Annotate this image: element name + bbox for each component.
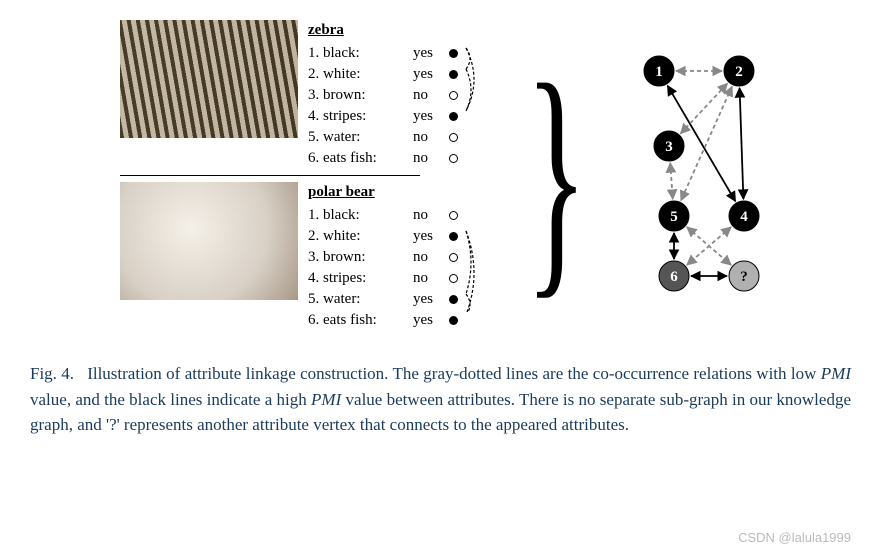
- attribute-row: 1. black:no: [308, 205, 458, 226]
- polar-bear-image: [120, 182, 298, 300]
- svg-text:5: 5: [670, 209, 678, 225]
- attribute-row: 3. brown:no: [308, 85, 458, 106]
- svg-text:3: 3: [665, 139, 673, 155]
- curly-brace: }: [525, 46, 587, 306]
- attribute-row: 6. eats fish:yes: [308, 310, 458, 331]
- dot-empty-icon: [449, 253, 458, 262]
- attribute-row: 4. stripes:yes: [308, 106, 458, 127]
- dot-filled-icon: [449, 112, 458, 121]
- pmi-2: PMI: [311, 390, 341, 409]
- caption-part-1: Illustration of attribute linkage constr…: [87, 364, 821, 383]
- attribute-row: 5. water:no: [308, 127, 458, 148]
- svg-text:?: ?: [740, 269, 748, 285]
- zebra-image: [120, 20, 298, 138]
- svg-text:1: 1: [655, 64, 663, 80]
- dot-empty-icon: [449, 154, 458, 163]
- divider-line: [120, 175, 420, 176]
- attribute-row: 4. stripes:no: [308, 268, 458, 289]
- attribute-row: 2. white:yes: [308, 64, 458, 85]
- attribute-row: 6. eats fish:no: [308, 148, 458, 169]
- dot-empty-icon: [449, 211, 458, 220]
- polar-header: polar bear: [308, 182, 458, 203]
- dot-filled-icon: [449, 49, 458, 58]
- figure-body: zebra 1. black:yes2. white:yes3. brown:n…: [20, 20, 861, 331]
- dot-filled-icon: [449, 316, 458, 325]
- dot-empty-icon: [449, 91, 458, 100]
- svg-text:6: 6: [670, 269, 678, 285]
- zebra-arcs: [464, 20, 494, 150]
- dot-empty-icon: [449, 274, 458, 283]
- attribute-row: 3. brown:no: [308, 247, 458, 268]
- dot-empty-icon: [449, 133, 458, 142]
- zebra-row: zebra 1. black:yes2. white:yes3. brown:n…: [120, 20, 494, 169]
- pmi-1: PMI: [821, 364, 851, 383]
- polar-arcs: [464, 182, 494, 312]
- caption-part-2: value, and the black lines indicate a hi…: [30, 390, 311, 409]
- figure-label: Fig. 4.: [30, 364, 74, 383]
- attribute-row: 2. white:yes: [308, 226, 458, 247]
- dot-filled-icon: [449, 70, 458, 79]
- polar-bear-row: polar bear 1. black:no2. white:yes3. bro…: [120, 182, 494, 331]
- figure-caption: Fig. 4. Illustration of attribute linkag…: [20, 361, 861, 438]
- svg-text:4: 4: [740, 209, 748, 225]
- dot-filled-icon: [449, 295, 458, 304]
- attribute-row: 5. water:yes: [308, 289, 458, 310]
- zebra-attributes: zebra 1. black:yes2. white:yes3. brown:n…: [308, 20, 458, 169]
- left-column: zebra 1. black:yes2. white:yes3. brown:n…: [120, 20, 494, 331]
- watermark-text: CSDN @lalula1999: [738, 530, 851, 545]
- attribute-row: 1. black:yes: [308, 43, 458, 64]
- dot-filled-icon: [449, 232, 458, 241]
- polar-bear-attributes: polar bear 1. black:no2. white:yes3. bro…: [308, 182, 458, 331]
- svg-text:2: 2: [735, 64, 743, 80]
- zebra-header: zebra: [308, 20, 458, 41]
- attribute-graph: 1 2 3 5 4 6?: [619, 41, 789, 311]
